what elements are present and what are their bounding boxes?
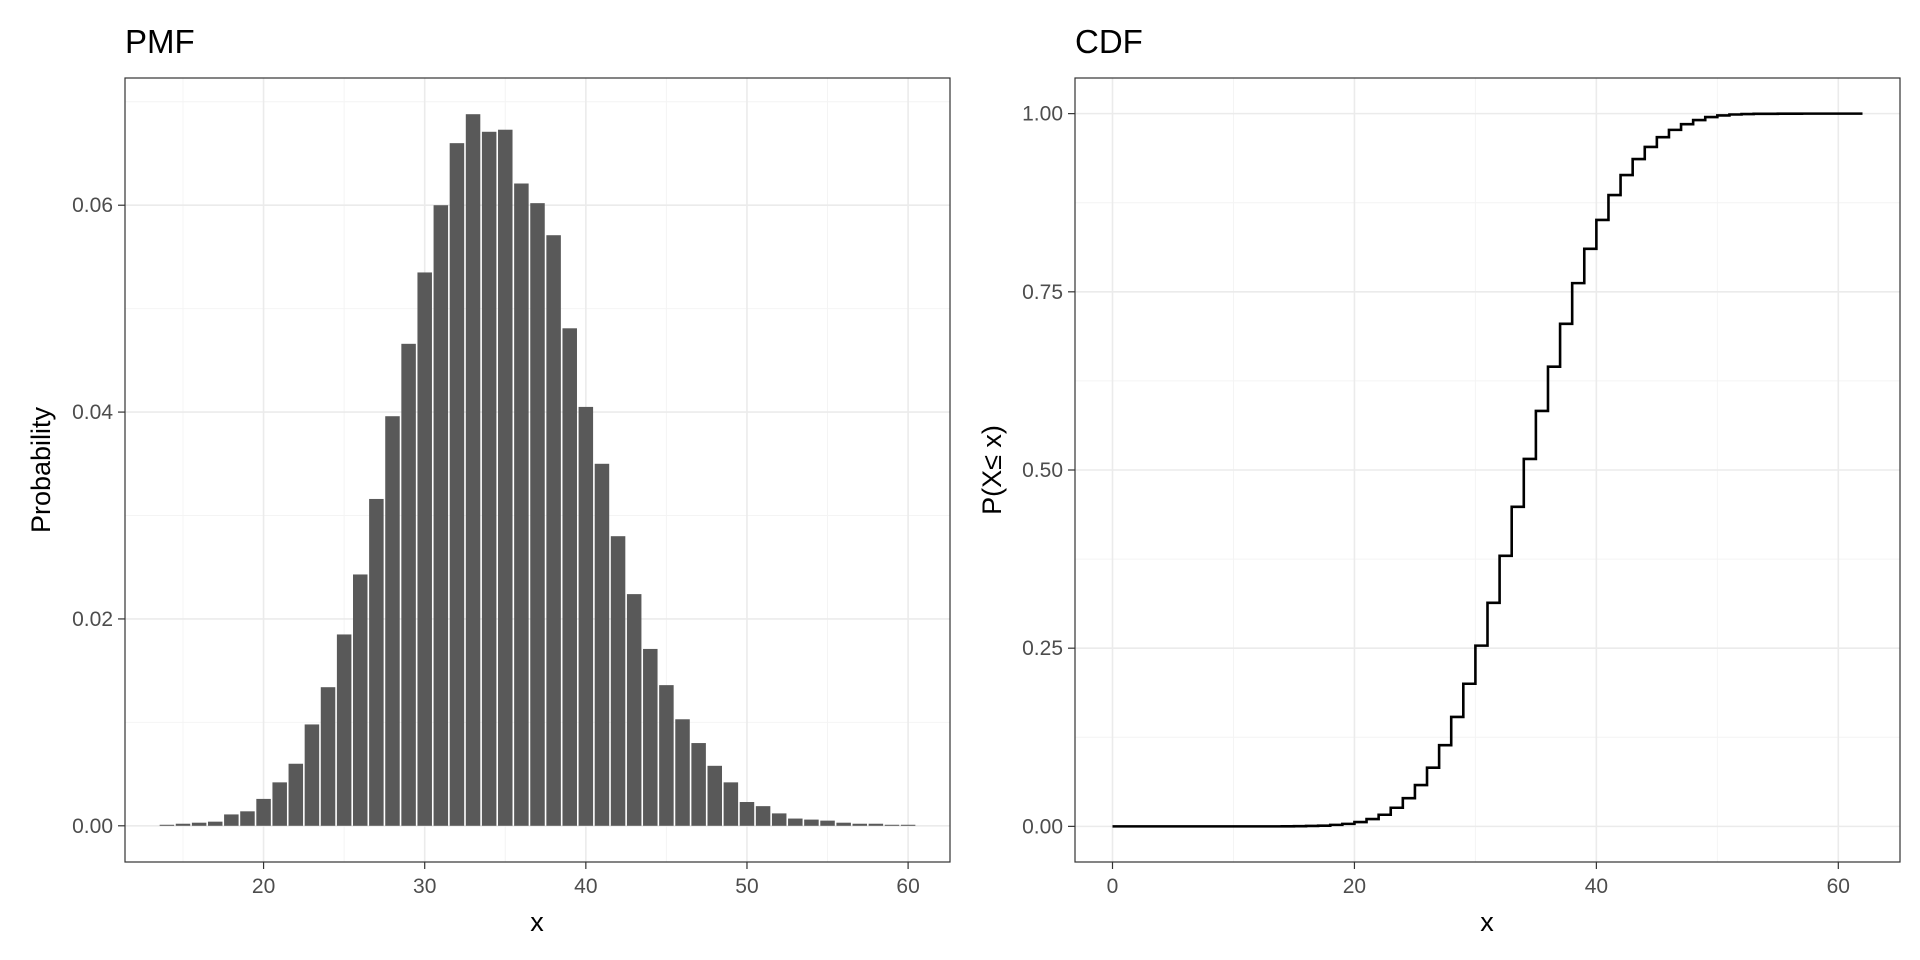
pmf-bar <box>530 203 545 826</box>
pmf-bar <box>659 685 674 826</box>
y-tick-label: 0.00 <box>72 815 113 838</box>
x-tick-label: 60 <box>1827 875 1850 898</box>
pmf-bar <box>723 782 739 826</box>
x-tick-label: 30 <box>413 875 436 898</box>
x-tick-label: 20 <box>252 875 275 898</box>
x-tick-label: 60 <box>896 875 919 898</box>
pmf-bar <box>707 765 722 826</box>
y-tick-label: 0.00 <box>1022 815 1063 838</box>
pmf-bar <box>788 818 803 826</box>
pmf-bar <box>256 798 271 826</box>
pmf-bar <box>626 594 642 826</box>
y-tick-label: 0.50 <box>1022 459 1063 482</box>
pmf-bar <box>417 272 432 826</box>
pmf-bar <box>739 802 755 826</box>
pmf-bar <box>610 536 626 826</box>
pmf-bar <box>481 131 497 826</box>
pmf-bar <box>691 743 706 826</box>
x-tick-label: 40 <box>574 875 597 898</box>
pmf-panel: PMF 20 30 40 50 60 0.00 0.02 0.04 0.06 x Probab… <box>26 23 951 937</box>
y-tick-label: 0.02 <box>72 608 113 631</box>
x-tick-label: 0 <box>1107 875 1119 898</box>
pmf-bar <box>320 687 336 826</box>
cdf-y-axis: 0.00 0.25 0.50 0.75 1.00 <box>1022 103 1075 838</box>
pmf-bar <box>643 648 658 826</box>
pmf-bar <box>771 813 787 826</box>
pmf-bar <box>449 143 465 826</box>
pmf-bar <box>401 343 416 826</box>
cdf-x-axis: 0 20 40 60 <box>1107 862 1850 898</box>
pmf-bar <box>369 498 384 826</box>
pmf-bar <box>191 822 207 826</box>
pmf-bar <box>224 814 239 826</box>
pmf-bar <box>240 811 255 826</box>
pmf-bar <box>336 634 352 826</box>
pmf-bar <box>755 806 771 826</box>
pmf-panel-border <box>124 77 951 863</box>
pmf-bar <box>514 183 529 826</box>
pmf-bar <box>868 823 884 826</box>
y-tick-label: 1.00 <box>1022 103 1063 126</box>
pmf-y-axis-title: Probability <box>26 406 56 533</box>
pmf-bar <box>852 823 868 826</box>
pmf-bar <box>578 406 594 826</box>
y-tick-label: 0.06 <box>72 194 113 217</box>
x-tick-label: 40 <box>1585 875 1608 898</box>
pmf-x-axis: 20 30 40 50 60 <box>252 862 920 898</box>
pmf-bar <box>272 782 287 826</box>
pmf-bar <box>900 824 916 826</box>
pmf-bar <box>288 763 304 826</box>
pmf-bar <box>207 821 223 826</box>
pmf-bar <box>465 114 481 826</box>
pmf-bar <box>804 819 819 826</box>
pmf-bars <box>159 114 916 826</box>
pmf-bar <box>884 824 900 826</box>
pmf-bar <box>562 328 577 826</box>
pmf-bar <box>159 824 175 826</box>
y-tick-label: 0.04 <box>72 401 113 424</box>
x-tick-label: 20 <box>1343 875 1366 898</box>
pmf-bar <box>353 574 368 826</box>
pmf-bar <box>304 724 320 826</box>
cdf-title: CDF <box>1075 23 1143 60</box>
pmf-bar <box>546 235 561 826</box>
cdf-y-axis-title: P(X≤ x) <box>977 425 1007 515</box>
pmf-bar <box>836 822 851 826</box>
pmf-bar <box>175 823 191 826</box>
pmf-x-axis-title: x <box>530 907 544 937</box>
pmf-bar <box>820 820 835 826</box>
pmf-bar <box>385 416 400 826</box>
y-tick-label: 0.75 <box>1022 281 1063 304</box>
y-tick-label: 0.25 <box>1022 637 1063 660</box>
x-tick-label: 50 <box>735 875 758 898</box>
pmf-bar <box>433 205 449 826</box>
cdf-x-axis-title: x <box>1480 907 1494 937</box>
cdf-gridlines <box>1075 78 1900 862</box>
pmf-bar <box>498 129 513 826</box>
pmf-bar <box>675 719 690 826</box>
pmf-title: PMF <box>125 23 195 60</box>
cdf-step-line <box>1112 112 1863 828</box>
pmf-y-axis: 0.00 0.02 0.04 0.06 <box>72 194 125 838</box>
pmf-bar <box>594 463 610 826</box>
cdf-panel: CDF 0 20 40 60 0.00 0.25 0.50 0.75 1.00 x P(X≤ … <box>977 23 1901 937</box>
